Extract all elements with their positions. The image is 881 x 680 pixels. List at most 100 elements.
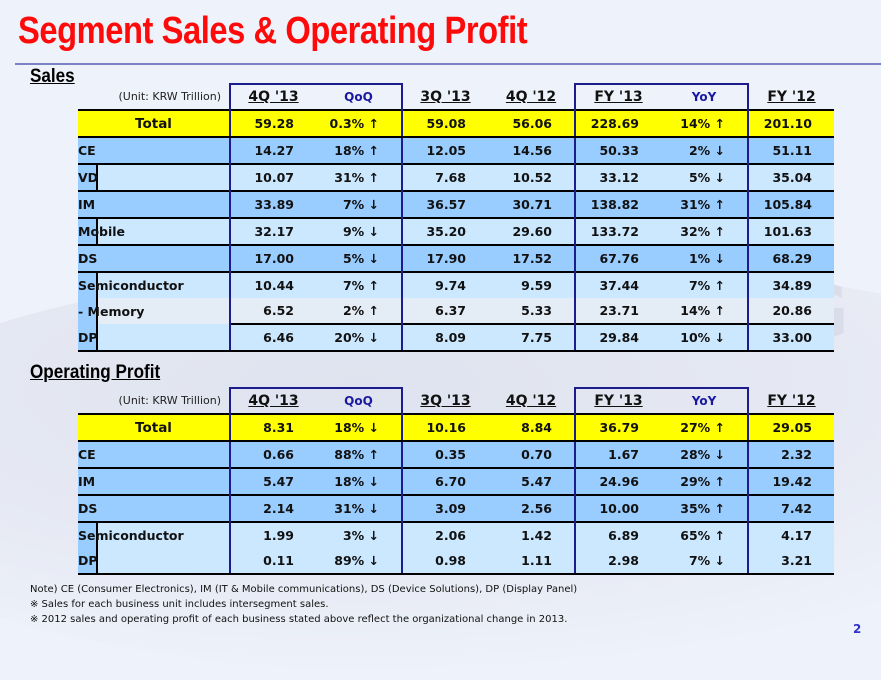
value-cell: 4.17 xyxy=(748,521,834,548)
value-cell: 6.70 xyxy=(402,467,488,495)
value-cell: 50.33 xyxy=(574,136,661,164)
value-cell: 56.06 xyxy=(488,109,575,138)
value-cell: 8.09 xyxy=(402,323,488,352)
col-fy13-header: FY '13 xyxy=(574,83,661,110)
value-cell: 10.16 xyxy=(402,413,488,442)
row-label: DS xyxy=(78,244,230,272)
table-row-mobile: Mobile 32.17 9% ↓ 35.20 29.60 133.72 32% ↑ 101.… xyxy=(78,217,834,245)
percent-change-cell: 7% ↑ xyxy=(661,271,749,298)
value-cell: 23.71 xyxy=(574,298,661,324)
value-cell: 1.42 xyxy=(488,521,575,548)
value-cell: 24.96 xyxy=(574,467,661,495)
row-label: DP xyxy=(78,324,230,352)
value-cell: 33.12 xyxy=(574,163,661,191)
value-cell: 59.28 xyxy=(229,109,316,138)
percent-change-cell: 32% ↑ xyxy=(661,217,749,245)
row-label: IM xyxy=(78,467,230,495)
table-row-dp: DP 6.46 20% ↓ 8.09 7.75 29.84 10% ↓ 33.00 xyxy=(78,323,834,352)
row-label: CE xyxy=(78,440,230,468)
table-row-dp: DP 0.11 89% ↓ 0.98 1.11 2.98 7% ↓ 3.21 xyxy=(78,548,834,575)
percent-change-cell: 14% ↑ xyxy=(661,298,749,324)
percent-change-cell: 7% ↓ xyxy=(661,548,749,575)
col-yoy-header: YoY xyxy=(661,83,749,110)
table-row-ce: CE 14.27 18% ↑ 12.05 14.56 50.33 2% ↓ 51.11 xyxy=(78,136,834,164)
value-cell: 33.89 xyxy=(229,190,316,218)
value-cell: 6.46 xyxy=(229,323,316,352)
row-label: - Memory xyxy=(78,298,230,324)
col-4q12-header: 4Q '12 xyxy=(505,392,557,409)
value-cell: 7.68 xyxy=(402,163,488,191)
percent-change-cell: 3% ↓ xyxy=(316,521,403,548)
col-qoq-header: QoQ xyxy=(316,83,403,110)
value-cell: 10.52 xyxy=(488,163,575,191)
value-cell: 5.47 xyxy=(488,467,575,495)
value-cell: 2.14 xyxy=(229,494,316,522)
value-cell: 32.17 xyxy=(229,217,316,245)
percent-change-cell: 7% ↑ xyxy=(316,271,403,298)
value-cell: 0.66 xyxy=(229,440,316,468)
footnote-org-change: ※ 2012 sales and operating profit of eac… xyxy=(30,614,568,625)
col-4q12-header: 4Q '12 xyxy=(505,88,557,105)
percent-change-cell: 89% ↓ xyxy=(316,548,403,575)
value-cell: 9.74 xyxy=(402,271,488,298)
header-row: (Unit: KRW Trillion) 4Q '13 QoQ 3Q '13 4Q '1… xyxy=(78,387,834,414)
value-cell: 29.05 xyxy=(748,413,834,442)
value-cell: 6.37 xyxy=(402,298,488,324)
row-label: CE xyxy=(78,136,230,164)
value-cell: 1.99 xyxy=(229,521,316,548)
value-cell: 20.86 xyxy=(748,298,834,324)
value-cell: 14.27 xyxy=(229,136,316,164)
value-cell: 35.04 xyxy=(748,163,834,191)
percent-change-cell: 18% ↓ xyxy=(316,413,403,442)
percent-change-cell: 1% ↓ xyxy=(661,244,749,272)
col-3q13-header: 3Q '13 xyxy=(420,88,471,105)
percent-change-cell: 9% ↓ xyxy=(316,217,403,245)
value-cell: 34.89 xyxy=(748,271,834,298)
footnote-intersegment: ※ Sales for each business unit includes … xyxy=(30,599,329,610)
value-cell: 29.60 xyxy=(488,217,575,245)
table-row-total: Total 59.28 0.3% ↑ 59.08 56.06 228.69 14% ↑ 201… xyxy=(78,109,834,138)
value-cell: 59.08 xyxy=(402,109,488,138)
value-cell: 9.59 xyxy=(488,271,575,298)
percent-change-cell: 2% ↓ xyxy=(661,136,749,164)
value-cell: 2.98 xyxy=(574,548,661,575)
percent-change-cell: 20% ↓ xyxy=(316,323,403,352)
table-row-ds: DS 17.00 5% ↓ 17.90 17.52 67.76 1% ↓ 68.29 xyxy=(78,244,834,272)
value-cell: 7.42 xyxy=(748,494,834,522)
value-cell: 37.44 xyxy=(574,271,661,298)
operating-profit-section-title: Operating Profit xyxy=(30,362,161,383)
percent-change-cell: 28% ↓ xyxy=(661,440,749,468)
col-4q13-header: 4Q '13 xyxy=(229,387,316,414)
percent-change-cell: 27% ↑ xyxy=(661,413,749,442)
header-row: (Unit: KRW Trillion) 4Q '13 QoQ 3Q '13 4Q '1… xyxy=(78,83,834,110)
unit-label: (Unit: KRW Trillion) xyxy=(118,90,221,103)
percent-change-cell: 65% ↑ xyxy=(661,521,749,548)
value-cell: 8.84 xyxy=(488,413,575,442)
row-label: Semiconductor xyxy=(78,521,230,548)
percent-change-cell: 35% ↑ xyxy=(661,494,749,522)
table-row-semiconductor: Semiconductor 10.44 7% ↑ 9.74 9.59 37.44 7% ↑ 3… xyxy=(78,271,834,298)
value-cell: 8.31 xyxy=(229,413,316,442)
percent-change-cell: 29% ↑ xyxy=(661,467,749,495)
sales-table: (Unit: KRW Trillion) 4Q '13 QoQ 3Q '13 4Q '1… xyxy=(78,83,834,352)
page-title: Segment Sales & Operating Profit xyxy=(18,10,528,52)
value-cell: 36.57 xyxy=(402,190,488,218)
value-cell: 2.06 xyxy=(402,521,488,548)
col-yoy-header: YoY xyxy=(661,387,749,414)
col-4q13-header: 4Q '13 xyxy=(229,83,316,110)
col-fy12-header: FY '12 xyxy=(767,392,816,409)
value-cell: 68.29 xyxy=(748,244,834,272)
value-cell: 35.20 xyxy=(402,217,488,245)
operating-profit-table: (Unit: KRW Trillion) 4Q '13 QoQ 3Q '13 4Q '1… xyxy=(78,387,834,575)
value-cell: 29.84 xyxy=(574,323,661,352)
value-cell: 33.00 xyxy=(748,323,834,352)
value-cell: 17.90 xyxy=(402,244,488,272)
percent-change-cell: 0.3% ↑ xyxy=(316,109,403,138)
footnote-abbreviations: Note) CE (Consumer Electronics), IM (IT … xyxy=(30,584,578,595)
page-number: 2 xyxy=(853,622,862,636)
value-cell: 3.21 xyxy=(748,548,834,575)
value-cell: 10.00 xyxy=(574,494,661,522)
row-label: Mobile xyxy=(78,217,230,245)
value-cell: 36.79 xyxy=(574,413,661,442)
percent-change-cell: 31% ↑ xyxy=(661,190,749,218)
